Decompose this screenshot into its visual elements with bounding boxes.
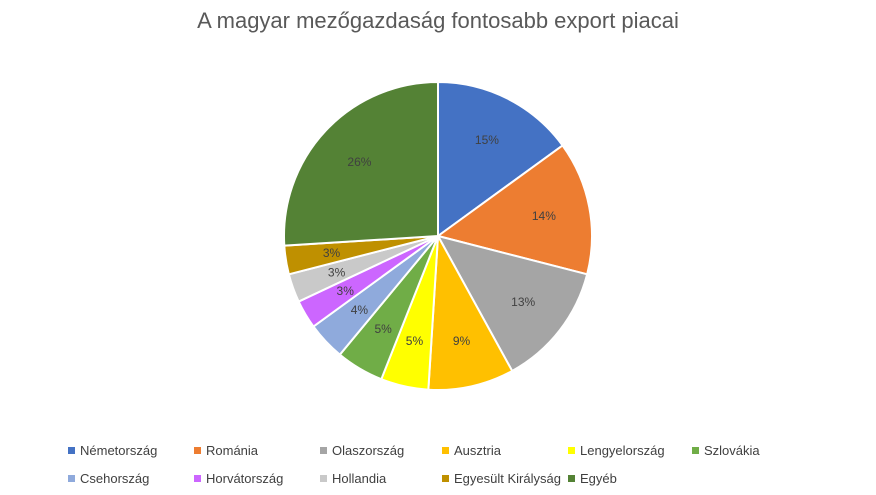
chart-title: A magyar mezőgazdaság fontosabb export p… bbox=[197, 8, 679, 33]
legend-item-ausztria: Ausztria bbox=[442, 443, 501, 458]
legend-swatch bbox=[68, 446, 75, 454]
legend-item-romania: Románia bbox=[194, 443, 258, 458]
legend-item-csehorszag: Csehország bbox=[68, 471, 149, 486]
data-label-romania: 14% bbox=[532, 209, 556, 223]
pie-slice-nemetorszag bbox=[437, 80, 564, 238]
pie-slice-olaszorszag bbox=[436, 234, 589, 373]
legend-item-horvatorszag: Horvátország bbox=[194, 471, 283, 486]
data-label-ausztria: 9% bbox=[453, 334, 471, 348]
legend-swatch bbox=[568, 474, 575, 482]
data-label-hollandia: 3% bbox=[328, 266, 346, 280]
legend: Németország Románia Olaszország Ausztria Len… bbox=[68, 436, 828, 492]
legend-label: Hollandia bbox=[332, 470, 387, 486]
legend-item-egyeb: Egyéb bbox=[568, 471, 617, 486]
pie-slice-egyeb bbox=[283, 80, 439, 247]
legend-item-nemetorszag: Németország bbox=[68, 443, 157, 458]
data-label-egyesult-kiralysag: 3% bbox=[323, 246, 341, 260]
data-label-nemetorszag: 15% bbox=[475, 133, 499, 147]
legend-row: Németország Románia Olaszország Ausztria Len… bbox=[68, 436, 828, 464]
legend-label: Horvátország bbox=[206, 470, 284, 486]
legend-swatch bbox=[68, 474, 75, 482]
legend-swatch bbox=[692, 446, 699, 454]
legend-label: Németország bbox=[80, 442, 158, 458]
pie-slice-ausztria bbox=[427, 232, 514, 391]
legend-label: Szlovákia bbox=[704, 442, 760, 458]
legend-swatch bbox=[194, 446, 201, 454]
legend-swatch bbox=[442, 446, 449, 454]
data-label-horvatorszag: 3% bbox=[337, 284, 355, 298]
data-label-olaszorszag: 13% bbox=[511, 295, 535, 309]
data-label-lengyelorszag: 5% bbox=[406, 334, 424, 348]
legend-row: Csehország Horvátország Hollandia Egyesült … bbox=[68, 464, 828, 492]
legend-item-olaszorszag: Olaszország bbox=[320, 443, 404, 458]
data-label-egyeb: 26% bbox=[347, 155, 371, 169]
legend-label: Egyéb bbox=[580, 470, 617, 486]
legend-swatch bbox=[568, 446, 575, 454]
legend-label: Ausztria bbox=[454, 442, 501, 458]
legend-swatch bbox=[194, 474, 201, 482]
pie-slice-romania bbox=[435, 144, 593, 276]
legend-label: Csehország bbox=[80, 470, 150, 486]
legend-swatch bbox=[320, 474, 327, 482]
legend-item-hollandia: Hollandia bbox=[320, 471, 386, 486]
data-label-csehorszag: 4% bbox=[351, 303, 369, 317]
data-label-szlovakia: 5% bbox=[374, 322, 392, 336]
legend-label: Lengyelország bbox=[580, 442, 665, 458]
legend-label: Románia bbox=[206, 442, 259, 458]
legend-item-szlovakia: Szlovákia bbox=[692, 443, 760, 458]
legend-label: Olaszország bbox=[332, 442, 405, 458]
legend-item-egyesult-kiralysag: Egyesült Királyság bbox=[442, 471, 561, 486]
legend-swatch bbox=[442, 474, 449, 482]
legend-label: Egyesült Királyság bbox=[454, 470, 561, 486]
legend-item-lengyelorszag: Lengyelország bbox=[568, 443, 665, 458]
legend-swatch bbox=[320, 446, 327, 454]
